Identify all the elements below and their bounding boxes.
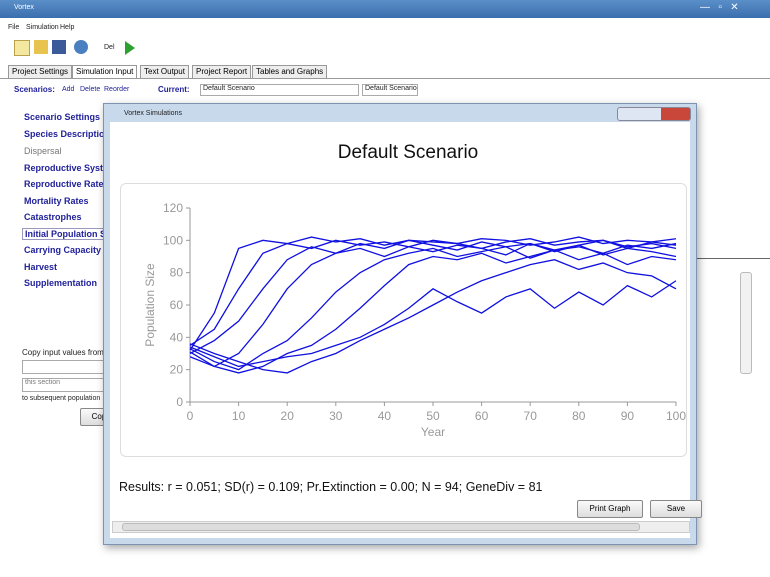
new-icon[interactable]	[14, 40, 30, 56]
series-line	[189, 238, 677, 346]
window-controls[interactable]: — ▫ ✕	[700, 2, 739, 13]
scenario-dropdown[interactable]: Default Scenario	[362, 84, 418, 96]
print-graph-button[interactable]: Print Graph	[577, 500, 643, 518]
y-tick-label: 120	[163, 201, 183, 215]
save-button[interactable]: Save	[650, 500, 702, 518]
title-bar	[0, 0, 770, 18]
popup-client	[110, 122, 690, 538]
x-tick-label: 40	[378, 409, 392, 423]
tab-line	[0, 78, 770, 79]
y-tick-label: 40	[170, 330, 184, 344]
nav-item[interactable]: Reproductive Rates	[24, 179, 109, 189]
copy-input[interactable]	[22, 360, 114, 374]
window-title: Vortex	[14, 4, 34, 11]
scenarios-label: Scenarios:	[14, 85, 55, 94]
scrollbar[interactable]	[740, 272, 752, 374]
open-icon[interactable]	[34, 40, 48, 54]
nav-item[interactable]: Harvest	[24, 262, 58, 272]
tab[interactable]: Text Output	[140, 65, 189, 78]
scenario-action[interactable]: Reorder	[104, 86, 130, 93]
nav-item[interactable]: Mortality Rates	[24, 196, 89, 206]
copy-section[interactable]: this section	[22, 378, 116, 392]
results-text: Results: r = 0.051; SD(r) = 0.109; Pr.Ex…	[119, 480, 543, 494]
x-tick-label: 0	[187, 409, 194, 423]
x-tick-label: 20	[281, 409, 295, 423]
nav-item[interactable]: Reproductive System	[24, 163, 117, 173]
nav-item[interactable]: Dispersal	[24, 146, 62, 156]
chart-frame	[120, 183, 687, 457]
copy-from-label: Copy input values from	[22, 348, 104, 357]
nav-item[interactable]: Species Description	[24, 129, 111, 139]
series-line	[189, 249, 677, 374]
x-tick-label: 100	[666, 409, 686, 423]
run-icon[interactable]	[124, 40, 136, 56]
divider	[695, 258, 770, 259]
scenario-action[interactable]: Add	[62, 86, 75, 93]
tab[interactable]: Project Settings	[8, 65, 73, 78]
copy-to-label: to subsequent population	[22, 395, 101, 402]
y-tick-label: 20	[170, 363, 184, 377]
chart: 0 20 40 60 80 100 120 0 10 20 30 40 50 60 70 80 90 100 Yea…	[143, 201, 686, 439]
nav-item[interactable]: Carrying Capacity	[24, 245, 102, 255]
series-line	[189, 280, 677, 368]
y-tick-label: 80	[170, 266, 184, 280]
x-tick-label: 30	[329, 409, 343, 423]
series-line	[189, 259, 677, 374]
x-tick-label: 10	[232, 409, 246, 423]
current-label: Current:	[158, 85, 190, 94]
y-axis-label: Population Size	[143, 263, 157, 347]
nav-item[interactable]: Scenario Settings	[24, 112, 101, 122]
y-tick-label: 0	[176, 395, 183, 409]
nav-item[interactable]: Catastrophes	[24, 212, 82, 222]
series-line	[189, 244, 677, 371]
x-tick-label: 80	[572, 409, 586, 423]
tab[interactable]: Project Report	[192, 65, 252, 78]
y-tick-label: 100	[163, 233, 183, 247]
x-axis-label: Year	[421, 425, 445, 439]
x-tick-label: 60	[475, 409, 489, 423]
x-tick-label: 90	[621, 409, 635, 423]
menu-item[interactable]: Help	[60, 24, 75, 31]
help-icon[interactable]	[74, 40, 88, 54]
tab[interactable]: Simulation Input	[72, 65, 138, 78]
popup-controls[interactable]	[617, 107, 691, 121]
series-line	[189, 239, 677, 355]
chart-title: Default Scenario	[337, 142, 479, 163]
x-tick-label: 50	[426, 409, 440, 423]
scroll-thumb[interactable]	[122, 523, 640, 531]
tab[interactable]: Tables and Graphs	[252, 65, 328, 78]
nav-item[interactable]: Supplementation	[24, 278, 98, 288]
toolbar-del[interactable]: Del	[104, 44, 115, 51]
menu-item[interactable]: Simulation	[26, 24, 59, 31]
save-icon[interactable]	[52, 40, 66, 54]
current-select[interactable]: Default Scenario	[200, 84, 359, 96]
scenario-action[interactable]: Delete	[80, 86, 101, 93]
x-tick-label: 70	[524, 409, 538, 423]
menu-item[interactable]: File	[8, 24, 20, 31]
y-tick-label: 60	[170, 298, 184, 312]
popup-title: Vortex Simulations	[124, 110, 182, 117]
